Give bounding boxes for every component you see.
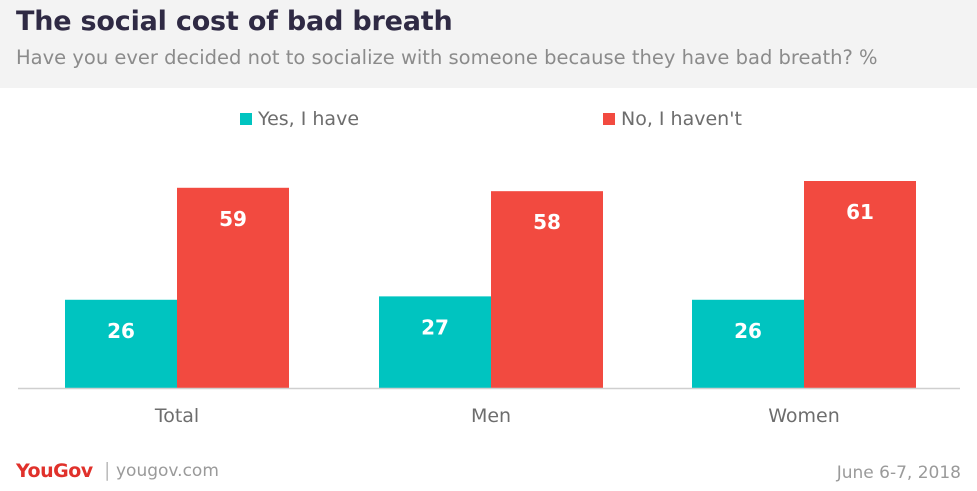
- bar-total-no: [177, 187, 289, 388]
- bar-men-no: [491, 191, 603, 388]
- x-tick-label-women: Women: [768, 405, 840, 427]
- data-label-women-yes: 26: [734, 319, 762, 343]
- data-label-total-no: 59: [219, 207, 247, 231]
- bar-women-yes: [692, 299, 804, 388]
- chart-title: The social cost of bad breath: [16, 6, 453, 37]
- footer-date: June 6-7, 2018: [836, 463, 961, 483]
- x-tick-label-men: Men: [471, 405, 511, 427]
- legend-item-yes: Yes, I have: [240, 108, 359, 130]
- data-label-total-yes: 26: [107, 319, 135, 343]
- legend-swatch-no: [603, 113, 615, 125]
- legend-item-no: No, I haven't: [603, 108, 742, 130]
- yougov-logo: YouGov: [16, 460, 93, 482]
- legend-label-yes: Yes, I have: [258, 108, 360, 130]
- header-band: The social cost of bad breath Have you e…: [0, 0, 977, 88]
- bar-chart: 26 59 Total 27 58 Men 26 61 Women: [18, 181, 960, 427]
- bar-total-yes: [65, 299, 177, 388]
- bar-women-no: [804, 181, 916, 388]
- bar-men-yes: [379, 296, 491, 388]
- footer-site: yougov.com: [116, 461, 219, 481]
- x-tick-label-total: Total: [154, 405, 199, 427]
- legend-swatch-yes: [240, 113, 252, 125]
- data-label-men-yes: 27: [421, 315, 449, 339]
- data-label-women-no: 61: [846, 200, 874, 224]
- legend: Yes, I have No, I haven't: [0, 108, 977, 138]
- chart-subtitle: Have you ever decided not to socialize w…: [16, 46, 878, 69]
- footer-separator: |: [104, 459, 111, 481]
- data-label-men-no: 58: [533, 210, 561, 234]
- legend-label-no: No, I haven't: [621, 108, 742, 130]
